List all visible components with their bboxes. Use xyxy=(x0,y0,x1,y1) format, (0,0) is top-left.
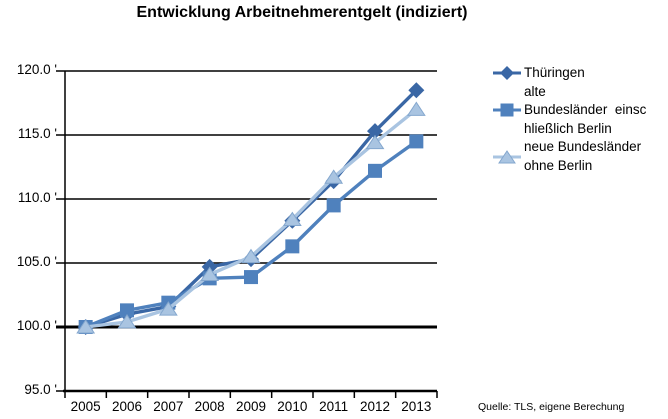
series-2 xyxy=(76,101,426,334)
legend-marker-shape xyxy=(498,149,516,163)
legend-marker-shape xyxy=(500,66,514,81)
legend-square-icon xyxy=(493,103,521,117)
legend-diamond-icon xyxy=(493,66,521,81)
data-point-marker xyxy=(282,211,302,226)
legend-triangle-icon xyxy=(493,149,521,163)
chart-title: Entwicklung Arbeitnehmerentgelt (indizie… xyxy=(136,4,468,21)
legend-item: Thüringen xyxy=(492,64,668,83)
y-axis-tick-label: 105.0 ' xyxy=(16,254,57,269)
x-axis-tick-label: 2013 xyxy=(401,399,432,414)
series-line xyxy=(85,88,418,329)
data-point-marker xyxy=(117,313,137,329)
data-point-marker xyxy=(200,266,220,282)
data-point-marker xyxy=(408,82,425,99)
x-axis-tick-label: 2012 xyxy=(359,399,391,414)
series-1 xyxy=(78,134,424,334)
x-axis-tick-label: 2006 xyxy=(111,399,143,414)
data-point-marker xyxy=(326,198,341,213)
y-axis-tick-label: 95.0 ' xyxy=(24,382,57,397)
source-note: Quelle: TLS, eigene Berechung xyxy=(478,401,625,413)
series-line xyxy=(85,140,418,329)
data-point-marker xyxy=(241,248,261,264)
x-axis-tick-label: 2008 xyxy=(194,399,225,414)
x-axis-tick-label: 2009 xyxy=(235,399,267,414)
data-point-marker xyxy=(120,303,134,318)
data-point-marker xyxy=(367,123,383,140)
x-axis-tick-label: 2010 xyxy=(277,399,308,414)
x-axis-tick-label: 2005 xyxy=(70,399,101,414)
data-point-marker xyxy=(76,319,96,334)
x-axis-tick-label: 2011 xyxy=(319,399,349,414)
x-axis-tick-label: 2007 xyxy=(153,399,184,414)
y-axis-tick-label: 120.0 ' xyxy=(16,62,57,77)
data-point-marker xyxy=(409,134,424,149)
data-point-marker xyxy=(324,169,344,184)
legend-label: neue Bundesländer ohne Berlin xyxy=(524,139,642,173)
series-0 xyxy=(77,82,425,335)
data-point-marker xyxy=(158,301,178,316)
legend-item: neue Bundesländer ohne Berlin xyxy=(492,138,668,175)
legend-item: alte Bundesländer einsc hließlich Berlin xyxy=(492,83,668,139)
data-point-marker xyxy=(368,163,382,178)
data-point-marker xyxy=(406,101,426,116)
data-point-marker xyxy=(365,134,385,150)
y-axis-tick-label: 110.0 ' xyxy=(17,190,57,205)
legend-label: alte Bundesländer einsc hließlich Berlin xyxy=(524,83,647,136)
y-axis-tick-label: 100.0 ' xyxy=(16,318,57,333)
data-point-marker xyxy=(285,239,300,254)
data-point-marker xyxy=(244,270,258,285)
y-axis-tick-label: 115.0 ' xyxy=(17,126,57,141)
legend-label: Thüringen xyxy=(524,65,585,80)
legend: Thüringen alte Bundesländer einsc hließli… xyxy=(492,64,668,175)
legend-marker-shape xyxy=(500,103,514,117)
